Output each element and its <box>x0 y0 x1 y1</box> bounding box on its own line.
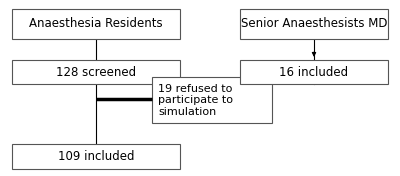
Text: 109 included: 109 included <box>58 150 134 163</box>
Text: 16 included: 16 included <box>280 66 348 79</box>
Text: 19 refused to
participate to
simulation: 19 refused to participate to simulation <box>158 84 233 117</box>
Text: Anaesthesia Residents: Anaesthesia Residents <box>29 17 163 30</box>
Bar <box>152 77 272 123</box>
Text: 128 screened: 128 screened <box>56 66 136 79</box>
Text: Senior Anaesthesists MD: Senior Anaesthesists MD <box>241 17 387 30</box>
Bar <box>240 9 388 39</box>
Bar <box>12 60 180 84</box>
Bar <box>12 144 180 169</box>
Bar <box>12 9 180 39</box>
Bar <box>240 60 388 84</box>
